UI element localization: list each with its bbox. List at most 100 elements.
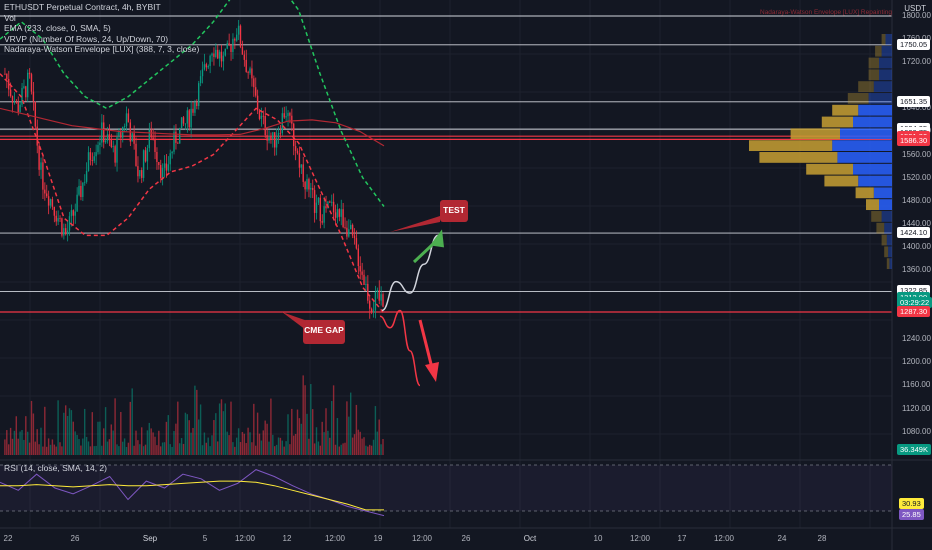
- candle-body: [139, 170, 141, 177]
- legend-indicator-envelope[interactable]: Nadaraya-Watson Envelope [LUX] (388, 7, …: [4, 44, 200, 54]
- volume-bar: [9, 427, 12, 455]
- time-tick-label: 26: [461, 534, 471, 543]
- volume-profile-up-bar: [879, 69, 892, 81]
- candle-body: [21, 87, 23, 105]
- volume-bar: [264, 420, 266, 455]
- volume-bar: [186, 414, 188, 455]
- candle-body: [279, 132, 282, 134]
- volume-bar: [32, 413, 35, 455]
- volume-bar: [152, 432, 154, 455]
- candle-body: [247, 71, 249, 73]
- candle-body: [32, 91, 35, 102]
- legend-symbol-title[interactable]: ETHUSDT Perpetual Contract, 4h, BYBIT: [4, 2, 161, 12]
- volume-bar: [165, 421, 168, 455]
- callout-test-pointer: [390, 216, 440, 232]
- candle-body: [312, 187, 314, 191]
- candle-body: [378, 290, 380, 301]
- volume-profile-up-bar: [873, 81, 892, 93]
- volume-bar: [306, 413, 308, 455]
- candle-body: [180, 117, 183, 128]
- price-tick-label: 1200.00: [902, 357, 931, 367]
- rsi-band-fill: [0, 465, 892, 511]
- candle-body: [382, 294, 384, 307]
- candle-body: [186, 110, 188, 124]
- volume-bar: [89, 446, 92, 455]
- candle-body: [351, 224, 354, 236]
- volume-bar: [59, 442, 61, 455]
- volume-bar: [355, 404, 358, 455]
- candle-body: [87, 152, 90, 171]
- volume-profile-down-bar: [871, 211, 882, 222]
- price-badge: 1750.05: [897, 38, 931, 50]
- candle-body: [321, 221, 323, 223]
- volume-bar: [106, 441, 109, 455]
- volume-bar: [123, 438, 126, 455]
- candle-body: [361, 271, 363, 275]
- volume-badge: 36.349K: [897, 444, 931, 455]
- volume-profile-up-bar: [858, 104, 892, 116]
- legend-indicator-vrvp[interactable]: VRVP (Number Of Rows, 24, Up/Down, 70): [4, 33, 169, 44]
- volume-bar: [382, 439, 384, 455]
- volume-bar: [139, 444, 141, 455]
- candle-body: [11, 96, 14, 103]
- rsi-legend[interactable]: RSI (14, close, SMA, 14, 2): [4, 463, 107, 473]
- volume-bar: [133, 445, 135, 455]
- volume-bar: [241, 431, 244, 455]
- candle-body: [289, 112, 291, 116]
- volume-bar: [327, 430, 329, 455]
- candle-body: [61, 218, 63, 236]
- time-tick-label: 12: [282, 534, 292, 543]
- candle-body: [114, 146, 116, 163]
- volume-bar: [150, 428, 152, 455]
- volume-bar: [236, 437, 238, 455]
- legend-indicator-volume[interactable]: Vol: [4, 12, 16, 23]
- volume-bar: [247, 427, 249, 455]
- candle-body: [260, 115, 263, 119]
- rsi-ma-line: [0, 480, 384, 511]
- volume-bar: [367, 446, 369, 455]
- time-tick-label: 12:00: [629, 534, 651, 543]
- volume-bar: [137, 440, 139, 455]
- candle-body: [315, 202, 318, 213]
- volume-profile-up-bar: [858, 175, 892, 187]
- chart-legend[interactable]: ETHUSDT Perpetual Contract, 4h, BYBIT Vo…: [4, 2, 199, 55]
- volume-bar: [260, 440, 263, 455]
- candle-body: [34, 101, 36, 127]
- price-axis-currency[interactable]: USDT: [904, 4, 926, 13]
- volume-profile-down-bar: [824, 175, 859, 187]
- candle-body: [51, 199, 54, 207]
- volume-bar: [8, 444, 10, 455]
- candle-body: [131, 133, 133, 142]
- volume-bar: [127, 442, 130, 455]
- candle-body: [27, 72, 29, 98]
- candle-body: [123, 126, 126, 128]
- candle-body: [291, 115, 293, 124]
- candle-body: [374, 291, 377, 311]
- legend-indicator-ema[interactable]: EMA (233, close, 0, SMA, 5): [4, 23, 111, 33]
- envelope-upper-line: [0, 0, 385, 207]
- candle-body: [236, 34, 238, 41]
- volume-profile-up-bar: [837, 152, 892, 163]
- volume-bar: [131, 388, 133, 455]
- volume-bar: [279, 437, 282, 455]
- candle-body: [346, 227, 348, 237]
- volume-bar: [27, 431, 29, 455]
- candle-body: [167, 164, 169, 171]
- volume-bar: [13, 430, 16, 455]
- volume-bar: [274, 446, 276, 455]
- callout-test: TEST: [440, 200, 468, 222]
- volume-profile-down-bar: [868, 57, 879, 69]
- volume-bar: [359, 431, 361, 455]
- volume-bar: [203, 432, 206, 455]
- candle-body: [99, 142, 101, 146]
- volume-bar: [116, 444, 118, 455]
- candle-body: [277, 132, 280, 139]
- candle-body: [4, 73, 6, 75]
- volume-bar: [315, 427, 318, 455]
- candle-body: [203, 64, 206, 70]
- volume-bar: [353, 434, 356, 455]
- candle-body: [251, 68, 253, 79]
- candle-body: [179, 127, 181, 144]
